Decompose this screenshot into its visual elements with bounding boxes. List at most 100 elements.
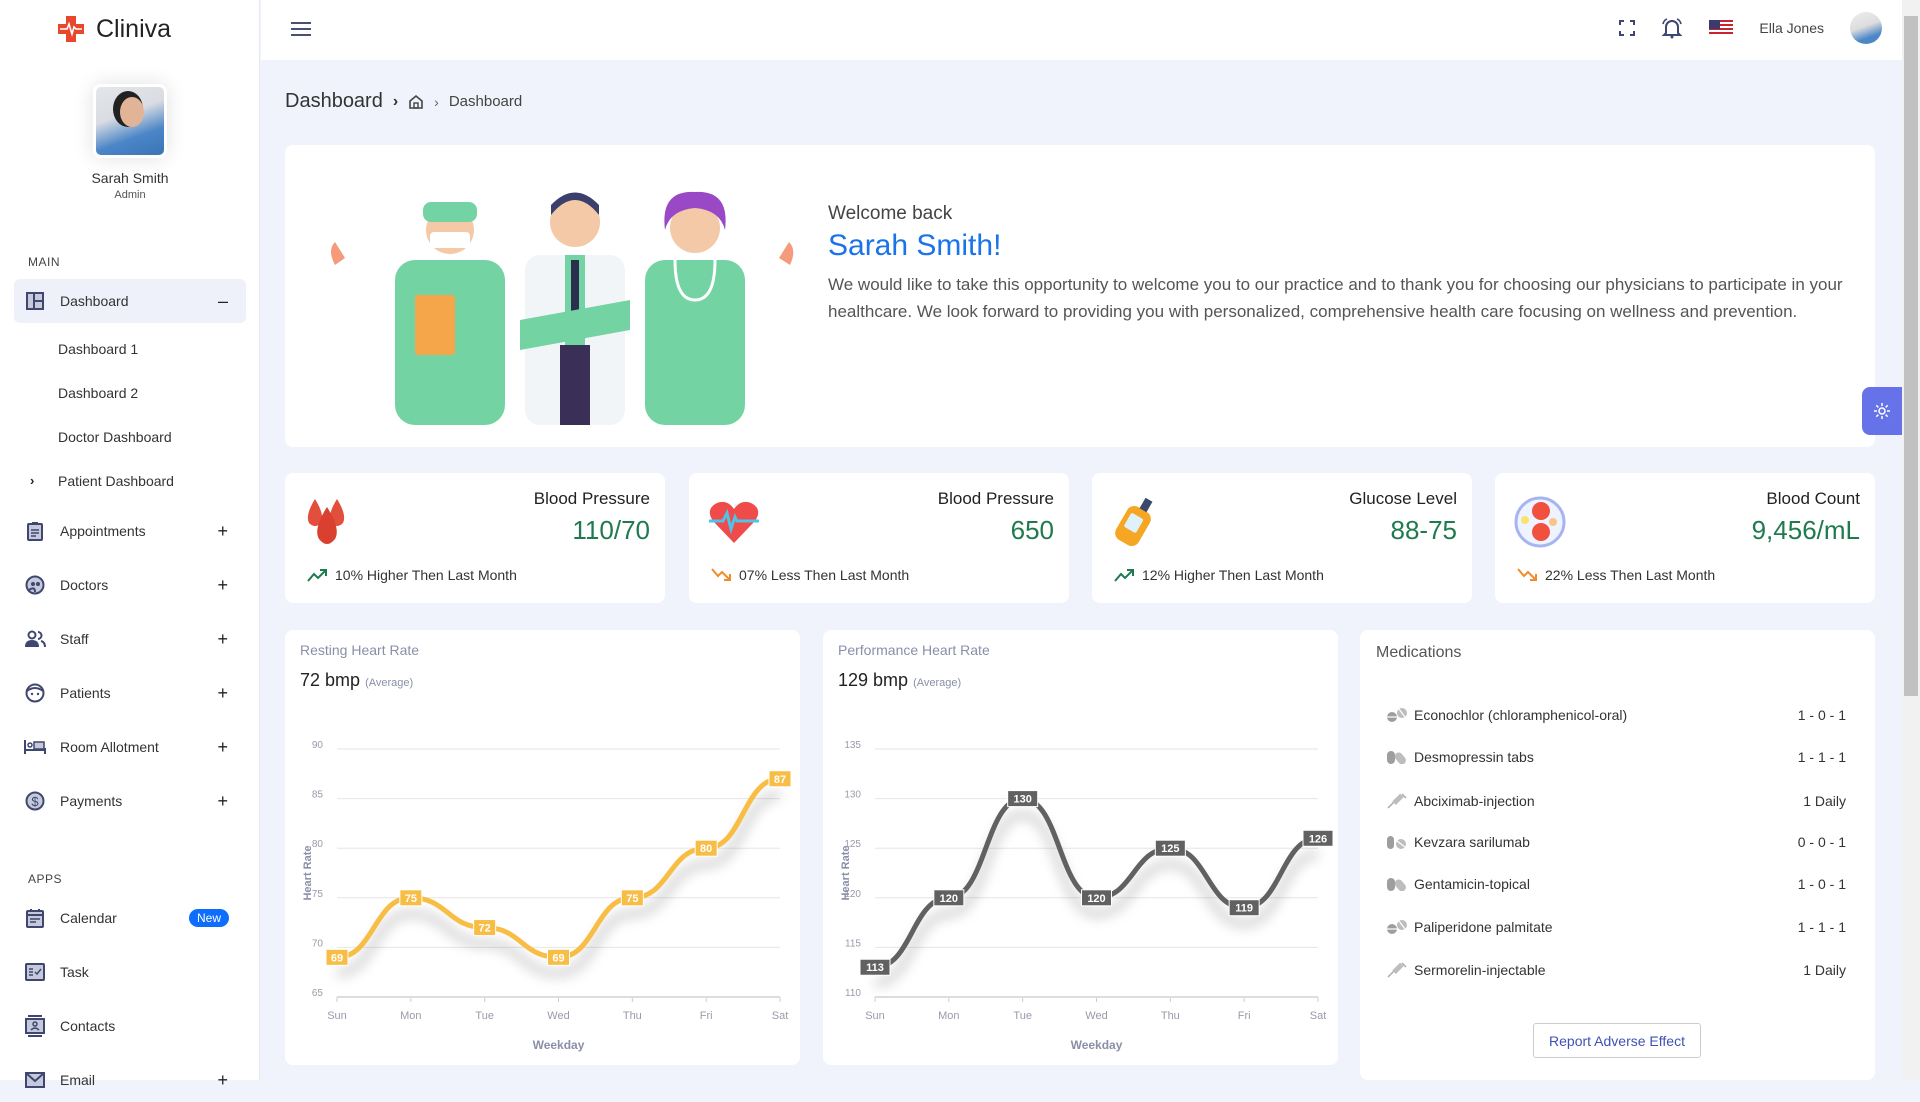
sidebar-item-payments[interactable]: $ Payments + — [14, 779, 246, 823]
page-scrollbar[interactable] — [1902, 0, 1920, 1080]
home-icon[interactable] — [408, 94, 424, 110]
expand-icon[interactable]: + — [217, 682, 228, 703]
syringe-icon — [1386, 961, 1414, 979]
medication-dose: 1 Daily — [1803, 792, 1846, 809]
new-badge: New — [189, 909, 230, 927]
medical-staff-illustration — [331, 191, 794, 425]
expand-icon[interactable]: + — [217, 790, 228, 811]
svg-text:Weekday: Weekday — [533, 1038, 585, 1052]
sidebar-subitem-dashboard-2[interactable]: Dashboard 2 — [58, 385, 139, 401]
expand-icon[interactable]: + — [217, 520, 228, 541]
trend-up-icon — [1114, 569, 1134, 582]
us-flag-icon[interactable] — [1709, 20, 1734, 36]
sidebar-item-email[interactable]: Email + — [14, 1058, 246, 1102]
svg-text:$: $ — [31, 794, 39, 809]
sidebar-item-calendar[interactable]: Calendar New — [14, 896, 246, 940]
report-adverse-effect-button[interactable]: Report Adverse Effect — [1533, 1023, 1701, 1058]
sidebar-item-appointments[interactable]: Appointments + — [14, 509, 246, 553]
sidebar-subitem-patient-dashboard[interactable]: Patient Dashboard — [58, 473, 174, 489]
medication-row: Gentamicin-topical 1 - 0 - 1 — [1386, 876, 1846, 892]
svg-text:135: 135 — [844, 740, 861, 751]
sidebar-item-doctors[interactable]: Doctors + — [14, 563, 246, 607]
sidebar-item-room-allotment[interactable]: Room Allotment + — [14, 725, 246, 769]
svg-text:110: 110 — [845, 988, 861, 999]
chevron-right-icon: › — [30, 473, 35, 488]
sidebar-item-contacts[interactable]: Contacts — [14, 1004, 246, 1048]
resting-heart-rate-chart[interactable]: 65 70 75 80 85 90 Sun Mon Tue Wed Thu Fri Sat 69 75 72 6… — [285, 705, 800, 1065]
sidebar-item-label: Appointments — [60, 523, 146, 539]
medication-name: Desmopressin tabs — [1414, 749, 1534, 766]
svg-text:69: 69 — [331, 952, 343, 964]
stat-value: 9,456/mL — [1751, 515, 1860, 545]
svg-text:126: 126 — [1309, 833, 1327, 845]
stat-title: Blood Pressure — [937, 489, 1054, 508]
chart-average-label: (Average) — [365, 677, 414, 689]
medication-dose: 1 - 1 - 1 — [1797, 918, 1846, 935]
svg-text:Thu: Thu — [1161, 1010, 1180, 1022]
stat-card-blood-count: Blood Count 9,456/mL 22% Less Then Last … — [1495, 473, 1875, 603]
svg-text:80: 80 — [312, 839, 324, 850]
stat-note: 07% Less Then Last Month — [739, 567, 910, 583]
sidebar-item-patients[interactable]: Patients + — [14, 671, 246, 715]
capsules-icon — [1386, 877, 1414, 892]
sidebar-item-label: Task — [60, 964, 89, 980]
sidebar-item-dashboard[interactable]: Dashboard – — [14, 279, 246, 323]
settings-panel-toggle[interactable] — [1862, 387, 1902, 435]
performance-heart-rate-chart[interactable]: 110 115 120 125 130 135 Sun Mon Tue Wed Thu Fri Sat 1… — [823, 705, 1338, 1065]
svg-text:Tue: Tue — [1013, 1010, 1032, 1022]
section-main-label: MAIN — [28, 255, 60, 269]
svg-text:90: 90 — [312, 740, 324, 751]
medical-cross-logo-icon — [58, 16, 84, 42]
svg-text:Mon: Mon — [400, 1010, 421, 1022]
user-avatar[interactable] — [1850, 12, 1882, 44]
sidebar: Cliniva Sarah Smith Admin MAIN Dashboard… — [0, 0, 260, 1090]
sidebar-item-staff[interactable]: Staff + — [14, 617, 246, 661]
medication-row: Paliperidone palmitate 1 - 1 - 1 — [1386, 919, 1846, 935]
svg-text:119: 119 — [1235, 903, 1253, 915]
medication-row: Abciximab-injection 1 Daily — [1386, 792, 1846, 810]
top-navbar: Ella Jones — [261, 0, 1902, 60]
stat-value: 650 — [1010, 515, 1054, 545]
sidebar-subitem-dashboard-1[interactable]: Dashboard 1 — [58, 341, 139, 357]
medication-row: Kevzara sarilumab 0 - 0 - 1 — [1386, 834, 1846, 850]
collapse-icon[interactable]: – — [217, 290, 228, 311]
medication-dose: 1 - 0 - 1 — [1797, 707, 1846, 723]
svg-text:69: 69 — [552, 952, 564, 964]
section-apps-label: APPS — [28, 872, 63, 886]
medications-title: Medications — [1376, 644, 1462, 661]
menu-toggle-icon[interactable] — [291, 22, 311, 36]
sidebar-item-task[interactable]: Task — [14, 950, 246, 994]
notification-bell-icon[interactable] — [1661, 17, 1683, 39]
app-logo[interactable]: Cliniva — [56, 14, 171, 44]
expand-icon[interactable]: + — [217, 736, 228, 757]
svg-text:120: 120 — [1087, 893, 1105, 905]
svg-text:125: 125 — [844, 839, 861, 850]
expand-icon[interactable]: + — [217, 628, 228, 649]
stat-card-glucose-level: Glucose Level 88-75 12% Higher Then Last… — [1092, 473, 1472, 603]
medication-name: Gentamicin-topical — [1414, 876, 1530, 893]
app-name: Cliniva — [96, 14, 172, 43]
blood-cells-icon — [1514, 496, 1566, 548]
tablets-icon — [1386, 919, 1414, 934]
expand-icon[interactable]: + — [217, 574, 228, 595]
sidebar-subitem-doctor-dashboard[interactable]: Doctor Dashboard — [58, 429, 172, 445]
sidebar-item-label: Patients — [60, 685, 111, 701]
current-user-name[interactable]: Ella Jones — [1759, 20, 1824, 36]
pills-icon — [1386, 835, 1414, 849]
dashboard-icon — [24, 290, 46, 312]
stat-title: Blood Pressure — [533, 489, 650, 508]
glucose-meter-icon — [1115, 497, 1153, 547]
medication-name: Paliperidone palmitate — [1414, 918, 1553, 935]
scrollbar-thumb[interactable] — [1904, 16, 1918, 696]
fullscreen-icon[interactable] — [1619, 20, 1636, 36]
profile-avatar[interactable] — [93, 84, 167, 158]
svg-text:85: 85 — [312, 790, 324, 801]
medication-name: Abciximab-injection — [1414, 792, 1535, 809]
svg-text:120: 120 — [844, 889, 861, 900]
profile-name: Sarah Smith — [91, 170, 169, 186]
svg-text:72: 72 — [479, 923, 491, 935]
svg-text:113: 113 — [866, 962, 884, 974]
expand-icon[interactable]: + — [217, 1069, 228, 1090]
profile-card: Sarah Smith Admin — [0, 84, 260, 201]
stat-value: 88-75 — [1390, 515, 1458, 545]
